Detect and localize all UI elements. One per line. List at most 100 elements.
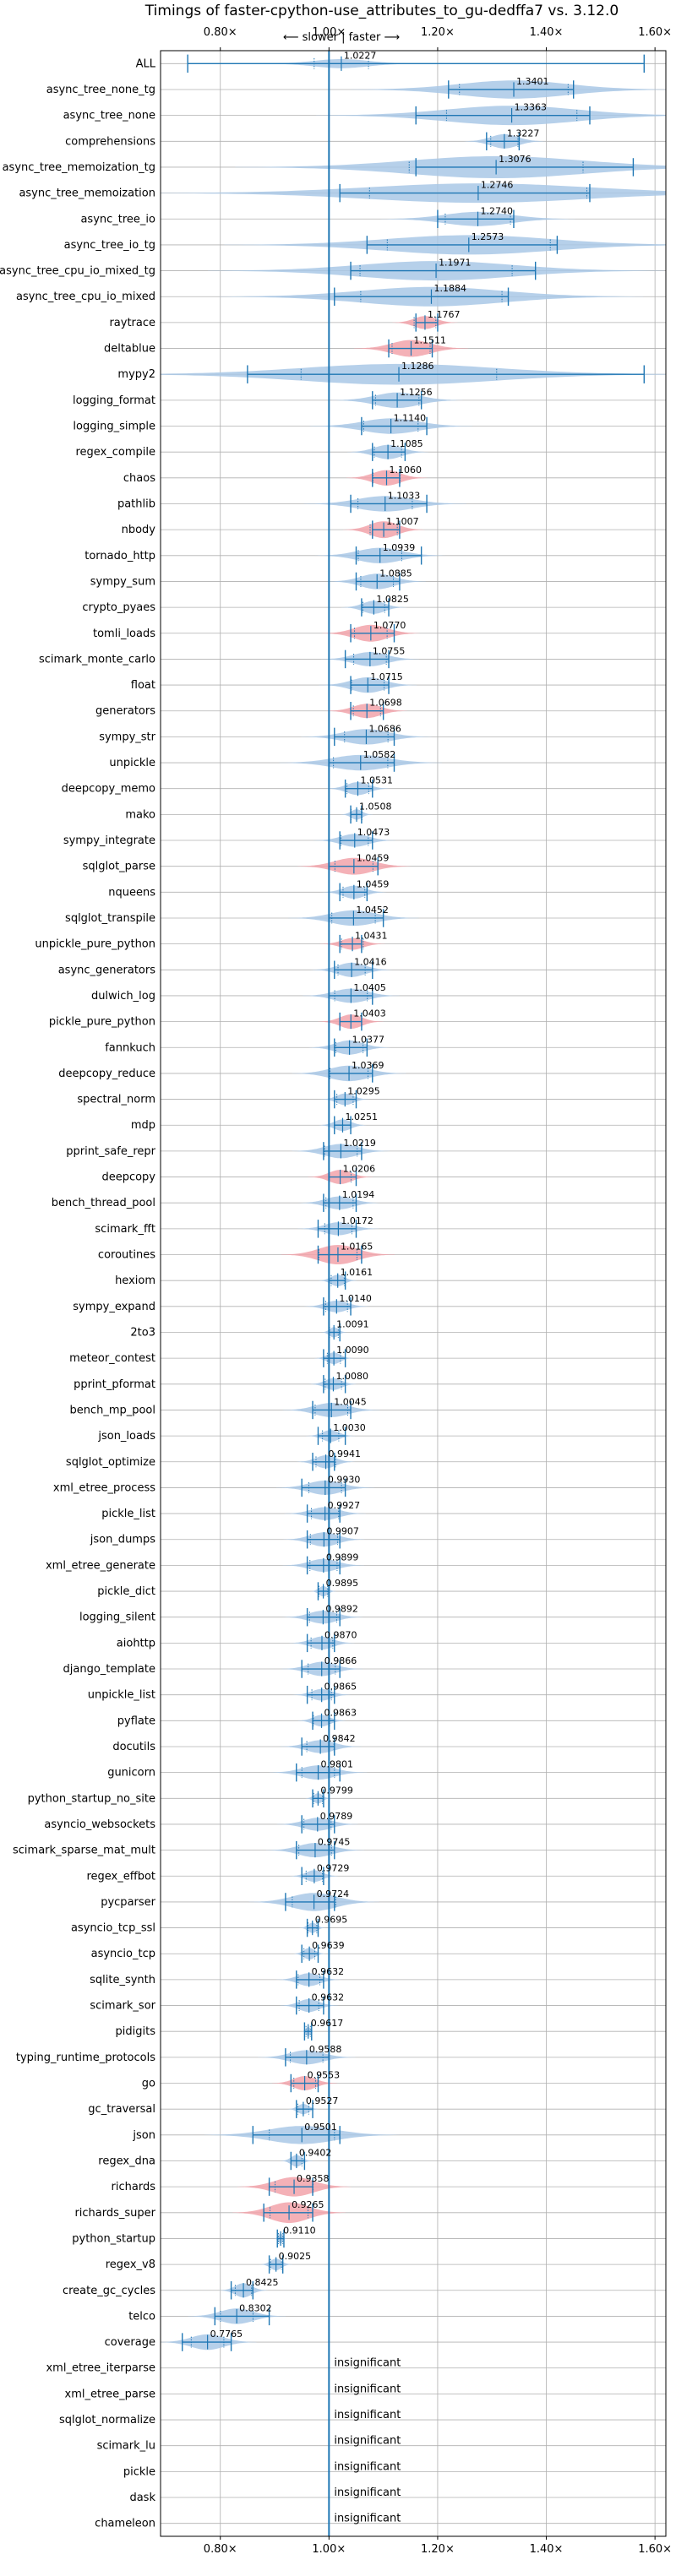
- category-label: crypto_pyaes: [82, 601, 155, 614]
- category-label: sqlglot_transpile: [65, 912, 155, 925]
- category-label: django_template: [63, 1663, 155, 1676]
- value-label: 0.8425: [246, 2277, 279, 2288]
- category-label: deepcopy: [101, 1171, 155, 1184]
- value-label: 1.0140: [339, 1293, 372, 1304]
- value-label: 0.9930: [328, 1474, 361, 1485]
- value-label: 0.9745: [318, 1837, 351, 1848]
- category-label: mako: [125, 808, 155, 821]
- value-label: 1.0080: [335, 1371, 368, 1382]
- category-label: asyncio_tcp_ssl: [71, 1922, 155, 1935]
- category-label: docutils: [112, 1741, 155, 1753]
- value-label: 0.9632: [312, 1966, 345, 1977]
- category-label: hexiom: [115, 1274, 155, 1287]
- value-label: 1.2573: [472, 231, 504, 242]
- value-label: 1.0030: [333, 1422, 366, 1433]
- value-label: 1.1140: [394, 413, 427, 424]
- value-label: 0.9265: [292, 2199, 324, 2210]
- x-tick-label-top: 1.40×: [530, 26, 564, 39]
- category-label: coverage: [105, 2336, 155, 2349]
- value-label: 1.0755: [373, 645, 406, 656]
- value-label: 0.9789: [320, 1811, 353, 1822]
- value-label: 1.0452: [356, 905, 389, 916]
- chart-title: Timings of faster-cpython-use_attributes…: [144, 3, 619, 19]
- value-label: 1.0431: [355, 931, 388, 942]
- value-label: 1.0161: [341, 1267, 373, 1278]
- category-label: gunicorn: [107, 1767, 155, 1780]
- category-label: mypy2: [117, 368, 155, 381]
- value-label: 1.1007: [386, 516, 419, 527]
- value-label: 1.0172: [341, 1215, 373, 1226]
- category-label: go: [142, 2078, 155, 2090]
- value-label: 1.1767: [428, 309, 461, 320]
- value-label: 1.0206: [343, 1164, 376, 1175]
- insignificant-label: insignificant: [334, 2486, 401, 2499]
- value-label: 1.0090: [336, 1345, 369, 1356]
- insignificant-label: insignificant: [334, 2460, 401, 2473]
- x-tick-label-bottom: 1.00×: [312, 2543, 346, 2556]
- category-label: sqlite_synth: [90, 1974, 155, 1986]
- category-label: sympy_expand: [73, 1301, 155, 1313]
- x-tick-label-bottom: 1.40×: [530, 2543, 564, 2556]
- value-label: 0.9617: [311, 2018, 344, 2029]
- category-label: pyflate: [117, 1715, 155, 1727]
- category-label: pickle_list: [101, 1508, 155, 1520]
- value-label: 1.1884: [433, 283, 466, 294]
- category-label: chaos: [123, 472, 155, 485]
- value-label: 0.9358: [297, 2173, 330, 2184]
- value-label: 0.9899: [326, 1552, 359, 1562]
- insignificant-label: insignificant: [334, 2409, 401, 2421]
- category-label: dulwich_log: [91, 990, 155, 1003]
- value-label: 0.9110: [283, 2225, 316, 2236]
- category-label: asyncio_websockets: [44, 1818, 155, 1831]
- value-label: 0.9639: [312, 1940, 345, 1951]
- category-label: pickle_dict: [97, 1585, 155, 1598]
- category-label: scimark_sparse_mat_mult: [13, 1845, 155, 1857]
- category-label: pickle: [123, 2465, 155, 2478]
- category-label: regex_compile: [75, 446, 155, 459]
- x-tick-label-top: 1.60×: [638, 26, 672, 39]
- value-label: 0.9527: [306, 2095, 339, 2106]
- category-label: async_tree_io_tg: [64, 239, 155, 252]
- category-label: nbody: [122, 524, 156, 536]
- value-label: 0.9553: [308, 2070, 341, 2081]
- category-label: gc_traversal: [88, 2103, 155, 2116]
- tick-layer: 0.80× 0.80× 1.00× 1.00× 1.20× 1.20× 1.40× 1.40×…: [204, 26, 672, 2556]
- category-label: telco: [128, 2310, 155, 2323]
- category-label: sympy_sum: [90, 575, 155, 588]
- value-label: 1.2746: [481, 180, 514, 191]
- category-label: scimark_sor: [90, 2000, 155, 2013]
- category-label: sqlglot_normalize: [59, 2414, 155, 2427]
- value-label: 1.3363: [515, 102, 548, 113]
- category-label: scimark_monte_carlo: [39, 653, 155, 666]
- category-label: pickle_pure_python: [49, 1016, 155, 1029]
- category-label: asyncio_tcp: [91, 1948, 155, 1960]
- category-label: deltablue: [104, 343, 155, 356]
- value-label: 1.0165: [341, 1242, 373, 1253]
- category-label: xml_etree_parse: [65, 2388, 155, 2400]
- category-label: spectral_norm: [77, 1094, 155, 1106]
- category-label: chameleon: [95, 2518, 155, 2530]
- value-label: 1.0405: [353, 982, 386, 993]
- plot-frame: [160, 50, 667, 2537]
- category-label: logging_format: [73, 394, 155, 407]
- category-label: unpickle_list: [88, 1689, 155, 1702]
- category-label: sqlglot_optimize: [66, 1456, 155, 1469]
- category-label: python_startup: [72, 2232, 155, 2245]
- value-label: 0.9892: [325, 1604, 358, 1615]
- category-label: xml_etree_iterparse: [46, 2362, 155, 2375]
- category-label: regex_effbot: [86, 1870, 155, 1883]
- x-tick-label-top: 1.00×: [312, 26, 346, 39]
- category-label: typing_runtime_protocols: [16, 2052, 155, 2064]
- value-label: 1.0825: [376, 594, 409, 605]
- value-label: 0.9729: [317, 1862, 350, 1873]
- category-label: fannkuch: [105, 1041, 155, 1054]
- category-label: generators: [95, 705, 155, 718]
- value-label: 1.0194: [342, 1189, 375, 1200]
- insignificant-label: insignificant: [334, 2513, 401, 2525]
- value-label: 1.0403: [353, 1008, 386, 1019]
- value-label: 1.1286: [401, 361, 434, 372]
- value-label: 0.9801: [321, 1759, 354, 1770]
- violin-layer: [161, 54, 666, 2351]
- value-label: 1.1085: [390, 438, 423, 449]
- category-label: async_tree_none_tg: [46, 84, 155, 96]
